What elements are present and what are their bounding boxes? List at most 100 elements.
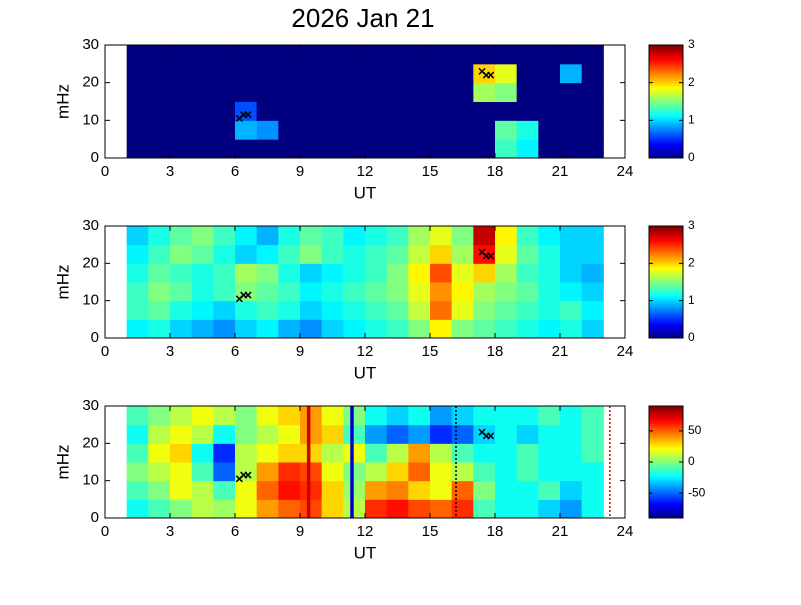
heat-cell — [516, 480, 539, 500]
heat-cell — [300, 120, 323, 140]
heat-cell — [256, 300, 279, 320]
colorbar-swatch — [649, 301, 683, 304]
heat-cell — [235, 82, 258, 102]
heat-cell — [343, 300, 366, 320]
heat-cell — [343, 244, 366, 264]
heat-cell — [473, 101, 496, 121]
heat-cell — [386, 120, 409, 140]
heat-cell — [473, 443, 496, 463]
marker — [487, 252, 495, 260]
heat-cell — [430, 443, 453, 463]
heat-cell — [300, 226, 323, 246]
colorbar-swatch — [649, 273, 683, 276]
colorbar-swatch — [649, 470, 683, 473]
heat-cell — [365, 462, 388, 482]
x-tick-label: 9 — [296, 163, 304, 180]
colorbar-swatch — [649, 511, 683, 514]
colorbar-swatch — [649, 512, 683, 515]
colorbar-swatch — [649, 507, 683, 510]
colorbar-swatch — [649, 320, 683, 323]
heat-cell — [365, 443, 388, 463]
heat-cell — [451, 443, 474, 463]
heat-cell — [321, 101, 344, 121]
heat-cell — [408, 120, 431, 140]
colorbar-swatch — [649, 280, 683, 283]
colorbar-swatch — [649, 243, 683, 246]
colorbar-swatch — [649, 83, 683, 87]
heat-cell — [278, 82, 301, 102]
heat-cell — [408, 226, 431, 246]
heat-cell — [170, 443, 193, 463]
heat-cell — [386, 139, 409, 159]
heat-cell — [235, 462, 258, 482]
heat-cell — [278, 319, 301, 339]
heat-cell — [386, 45, 409, 65]
heat-cell — [235, 263, 258, 283]
heat-cell — [408, 443, 431, 463]
heat-cell — [495, 499, 518, 519]
heat-cell — [170, 101, 193, 121]
heat-cell — [278, 45, 301, 65]
heat-cell — [451, 424, 474, 444]
colorbar-tick-label: 1 — [688, 293, 695, 307]
colorbar-swatch — [649, 413, 683, 416]
heat-cell — [213, 120, 236, 140]
y-tick-label: 10 — [82, 111, 99, 128]
heat-cell — [321, 443, 344, 463]
heat-cell — [386, 424, 409, 444]
heat-cell — [538, 300, 561, 320]
y-axis-label: mHz — [53, 445, 72, 480]
heat-cell — [148, 462, 171, 482]
heat-cell — [430, 45, 453, 65]
y-tick-label: 0 — [91, 329, 99, 346]
colorbar-swatch — [649, 439, 683, 442]
colorbar-swatch — [649, 411, 683, 414]
colorbar-swatch — [649, 504, 683, 507]
heat-cell — [451, 462, 474, 482]
heat-cell — [365, 63, 388, 84]
heat-cell — [386, 263, 409, 283]
colorbar-swatch — [649, 69, 683, 72]
heat-cell — [278, 443, 301, 463]
heat-cell — [126, 462, 149, 482]
colorbar-swatch — [649, 266, 683, 269]
colorbar-swatch — [649, 495, 683, 498]
heat-cell — [191, 139, 214, 159]
heat-cell — [126, 282, 149, 302]
colorbar-swatch — [649, 259, 683, 262]
colorbar-swatch — [649, 414, 683, 417]
heat-cell — [235, 120, 258, 140]
heat-cell — [473, 45, 496, 65]
colorbar-swatch — [649, 306, 683, 309]
heat-cell — [213, 424, 236, 444]
heat-cell — [235, 63, 258, 84]
heat-cell — [191, 226, 214, 246]
heat-cell — [148, 226, 171, 246]
colorbar-swatch — [649, 92, 683, 95]
heat-cell — [213, 139, 236, 159]
heat-cell — [256, 139, 279, 159]
heat-cell — [126, 120, 149, 140]
heat-cell — [170, 499, 193, 519]
heat-cell — [191, 443, 214, 463]
heat-cell — [386, 480, 409, 500]
heat-cell — [495, 263, 518, 283]
heat-cell — [256, 499, 279, 519]
colorbar-swatch — [649, 416, 683, 419]
heat-cell — [386, 499, 409, 519]
heat-cell — [473, 282, 496, 302]
heat-cell — [191, 319, 214, 339]
heat-cell — [581, 63, 604, 84]
colorbar-swatch — [649, 226, 683, 229]
colorbar-tick-label: 50 — [688, 423, 702, 437]
heat-cell — [560, 139, 583, 159]
heat-cell — [278, 120, 301, 140]
heat-cell — [386, 244, 409, 264]
heat-cell — [451, 139, 474, 159]
heat-cell — [430, 120, 453, 140]
heat-cell — [581, 226, 604, 246]
y-axis-label: mHz — [53, 84, 72, 119]
heat-cell — [213, 406, 236, 426]
heat-cell — [278, 424, 301, 444]
colorbar-swatch — [649, 285, 683, 288]
